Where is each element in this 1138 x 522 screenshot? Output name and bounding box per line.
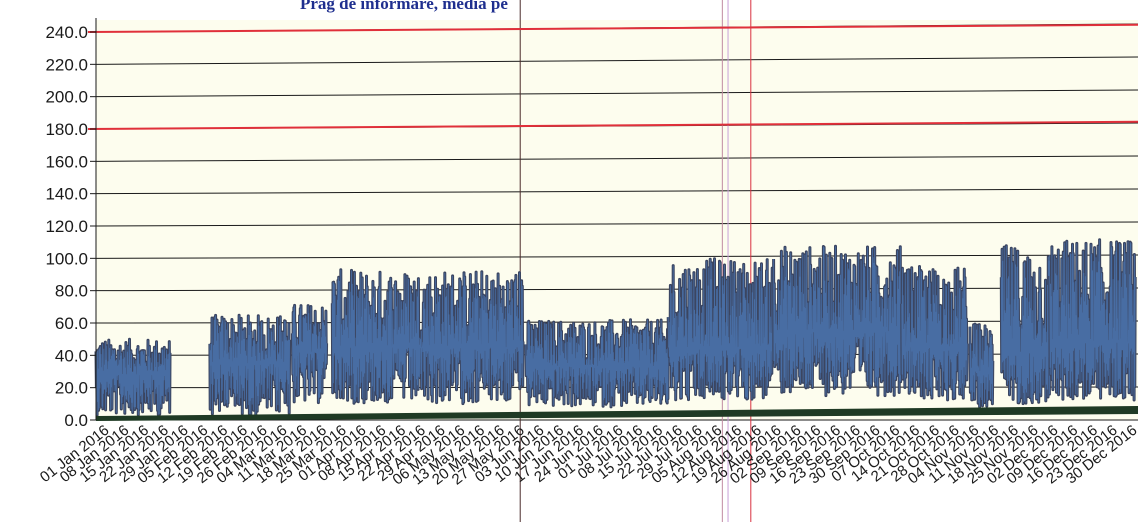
- y-tick-label: 140.0: [45, 185, 88, 204]
- threshold-line: [87, 120, 1138, 130]
- y-tick-label: 60.0: [55, 314, 88, 333]
- y-tick-label: 100.0: [45, 249, 88, 268]
- threshold-lines: [87, 23, 1138, 130]
- y-tick-label: 200.0: [45, 88, 88, 107]
- baseline-band: [96, 406, 1138, 421]
- baseline: [96, 406, 1138, 421]
- series-line-highlight: [901, 266, 968, 400]
- threshold-line: [87, 23, 1138, 33]
- series-line-highlight: [292, 305, 327, 403]
- vertical-markers: [519, 0, 752, 522]
- gridline: [95, 188, 1138, 195]
- series-line-highlight: [773, 246, 903, 396]
- series-line-highlight: [209, 315, 291, 415]
- series-group: [94, 238, 1137, 417]
- y-axis: 0.0 20.0 40.0 60.0 80.0 100.0 120.0 140.0 160.0 1…: [45, 18, 97, 430]
- y-tick-label: 80.0: [55, 282, 88, 301]
- y-tick-label: 180.0: [45, 120, 88, 139]
- gridline: [95, 221, 1138, 227]
- chart-title: Prag de informare, media pe: [300, 0, 508, 13]
- y-tick-label: 240.0: [45, 23, 88, 42]
- gridline: [95, 155, 1138, 162]
- gridline: [95, 56, 1138, 65]
- series-line-highlight: [1000, 245, 1051, 404]
- series-line-highlight: [95, 339, 171, 416]
- series-line-highlight: [969, 324, 994, 407]
- series-line-highlight: [525, 319, 669, 407]
- y-tick-label: 40.0: [55, 346, 88, 365]
- y-tick-label: 20.0: [55, 379, 88, 398]
- y-tick-label: 160.0: [45, 152, 88, 171]
- y-tick-label: 120.0: [45, 217, 88, 236]
- series-line-highlight: [1049, 239, 1136, 401]
- series-line-highlight: [331, 269, 524, 404]
- y-tick-label: 0.0: [64, 411, 88, 430]
- gridline: [95, 89, 1138, 98]
- y-tick-label: 220.0: [45, 55, 88, 74]
- series-line-highlight: [667, 258, 774, 400]
- gridline: [95, 254, 1138, 259]
